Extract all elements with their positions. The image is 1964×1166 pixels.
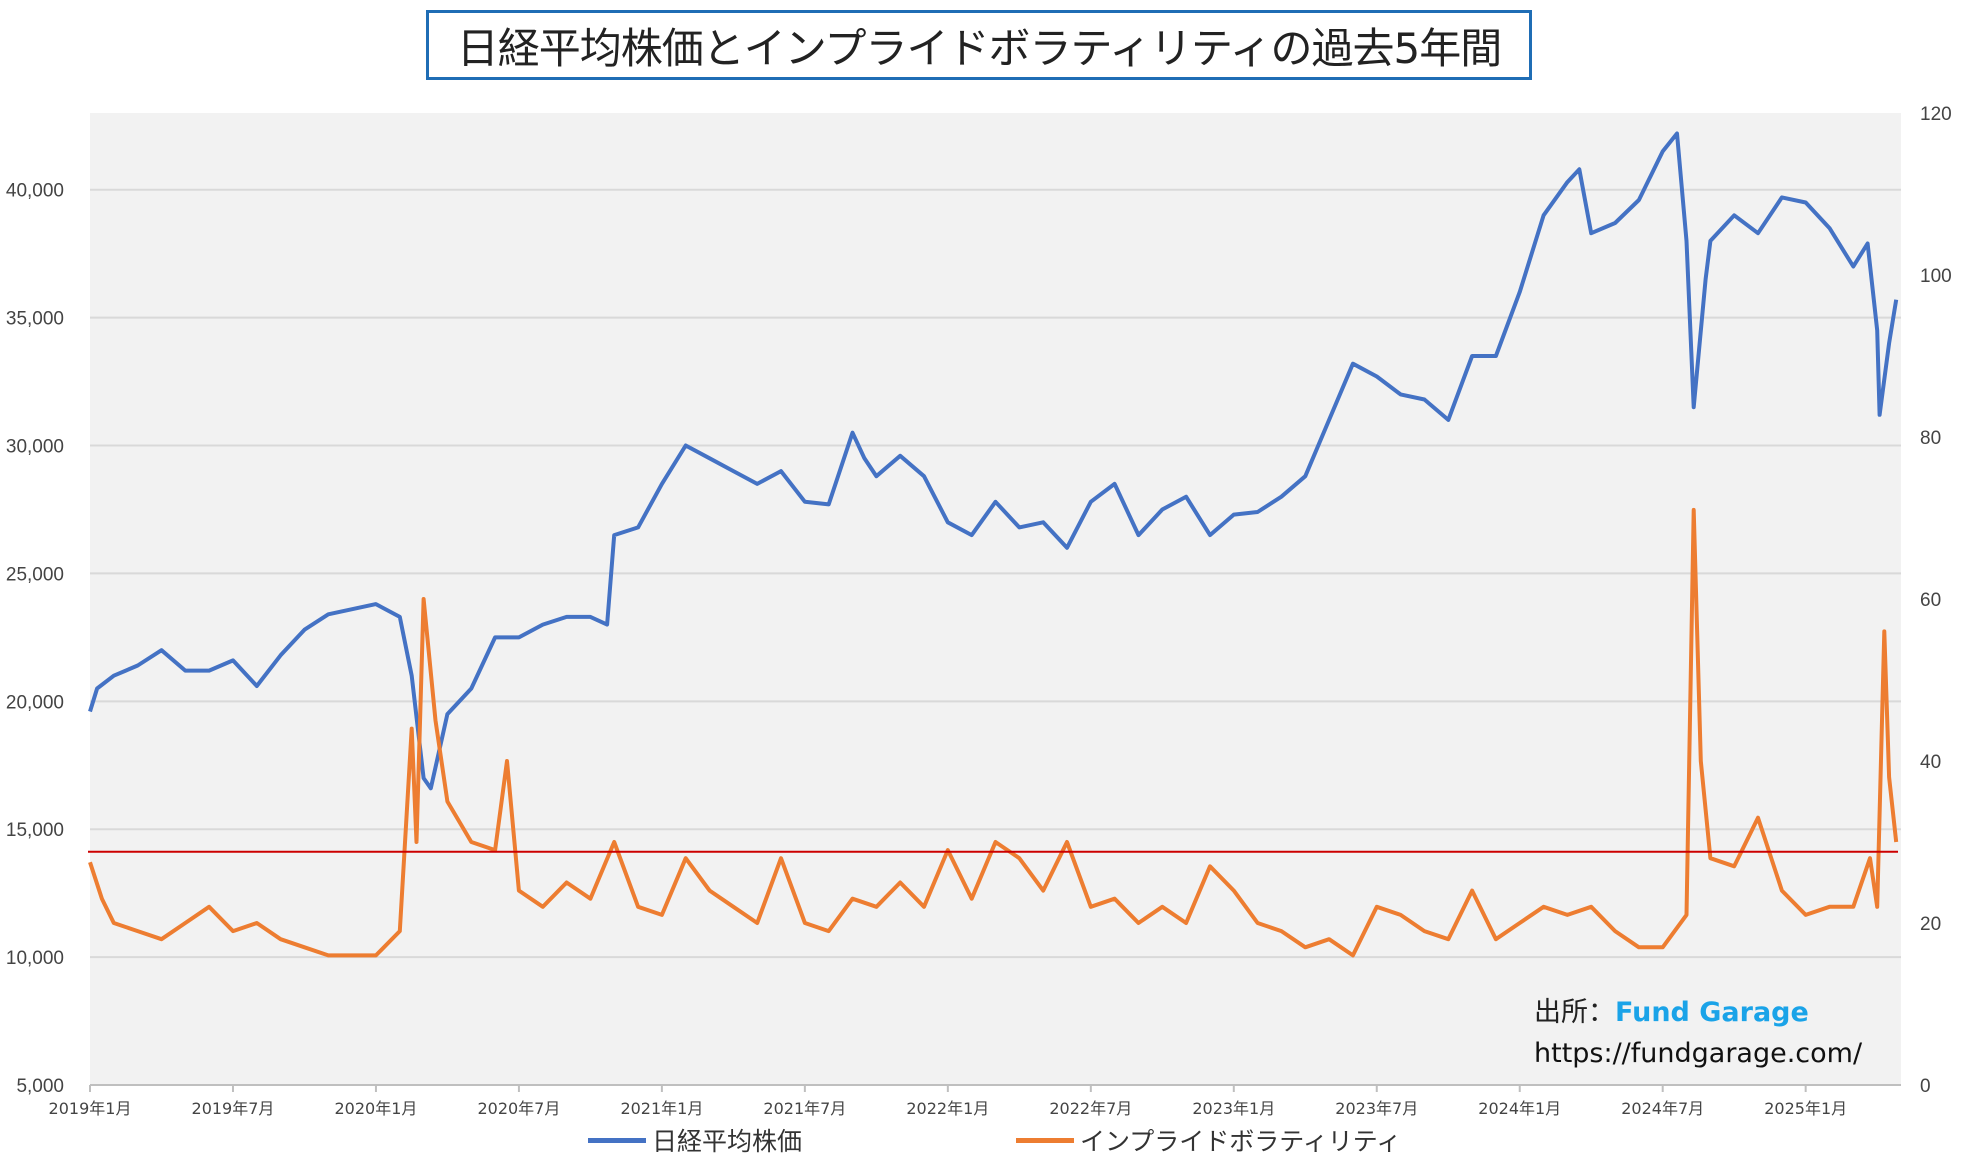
y-right-tick-label: 80 bbox=[1920, 428, 1941, 449]
series-line-implied-volatility bbox=[88, 507, 1899, 958]
legend-label: 日経平均株価 bbox=[652, 1127, 803, 1156]
legend-nikkei: 日経平均株価 bbox=[588, 1122, 802, 1158]
x-tick-label: 2023年7月 bbox=[1335, 1099, 1418, 1118]
y-left-tick-label: 35,000 bbox=[6, 309, 64, 330]
y-left-tick-label: 25,000 bbox=[6, 564, 64, 585]
y-right-tick-label: 100 bbox=[1920, 266, 1952, 287]
y-left-tick-label: 20,000 bbox=[6, 692, 64, 713]
plot-area bbox=[90, 113, 1901, 1085]
y-right-tick-label: 20 bbox=[1920, 914, 1941, 935]
x-tick-label: 2024年1月 bbox=[1478, 1099, 1561, 1118]
x-tick-label: 2020年1月 bbox=[334, 1099, 417, 1118]
source-prefix: 出所： bbox=[1534, 997, 1615, 1028]
y-right-tick-label: 120 bbox=[1920, 104, 1952, 125]
x-tick-label: 2021年7月 bbox=[763, 1099, 846, 1118]
x-tick-label: 2024年7月 bbox=[1621, 1099, 1704, 1118]
x-tick-label: 2019年7月 bbox=[192, 1099, 275, 1118]
legend-swatch-iv bbox=[1016, 1137, 1074, 1143]
x-tick-label: 2023年1月 bbox=[1192, 1099, 1275, 1118]
x-tick-label: 2022年7月 bbox=[1049, 1099, 1132, 1118]
y-right-tick-label: 60 bbox=[1920, 590, 1941, 611]
y-right-tick-label: 40 bbox=[1920, 752, 1941, 773]
x-tick-label: 2019年1月 bbox=[49, 1099, 132, 1118]
y-left-tick-label: 30,000 bbox=[6, 437, 64, 458]
y-left-tick-label: 10,000 bbox=[6, 948, 64, 969]
legend-label: インプライドボラティリティ bbox=[1080, 1127, 1402, 1156]
y-left-tick-label: 15,000 bbox=[6, 820, 64, 841]
x-tick-label: 2022年1月 bbox=[906, 1099, 989, 1118]
source-url: https://fundgarage.com/ bbox=[1534, 1038, 1863, 1069]
chart-title: 日経平均株価とインプライドボラティリティの過去5年間 bbox=[426, 10, 1532, 80]
y-left-tick-label: 40,000 bbox=[6, 181, 64, 202]
y-right-tick-label: 0 bbox=[1920, 1076, 1931, 1097]
legend-swatch-nikkei bbox=[588, 1137, 646, 1143]
y-left-tick-label: 5,000 bbox=[16, 1076, 64, 1097]
x-tick-label: 2021年1月 bbox=[620, 1099, 703, 1118]
source-label: 出所：Fund Garage bbox=[1534, 990, 1809, 1029]
legend-iv: インプライドボラティリティ bbox=[1016, 1122, 1401, 1158]
source-name: Fund Garage bbox=[1615, 997, 1809, 1028]
series-line-nikkei bbox=[88, 131, 1899, 791]
x-tick-label: 2020年7月 bbox=[477, 1099, 560, 1118]
x-tick-label: 2025年1月 bbox=[1764, 1099, 1847, 1118]
